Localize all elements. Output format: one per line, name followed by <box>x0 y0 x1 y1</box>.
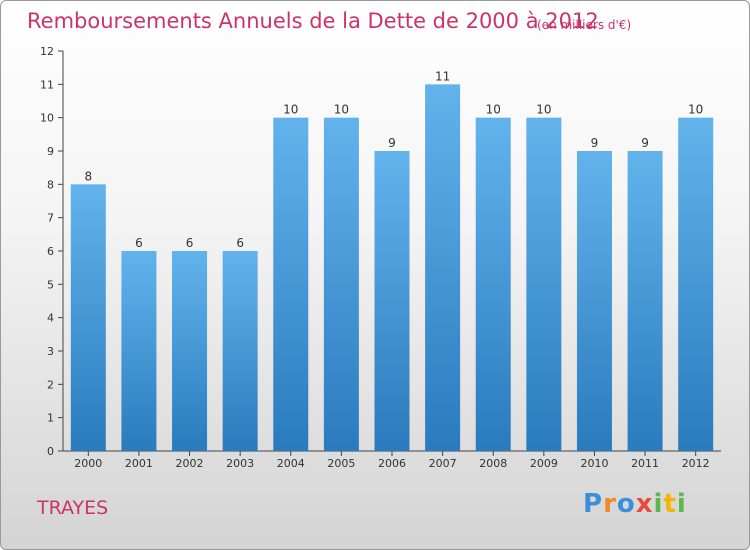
y-tick-label: 10 <box>40 112 54 125</box>
bar-2004 <box>273 117 309 452</box>
x-tick-label: 2002 <box>176 457 204 470</box>
x-tick-label: 2008 <box>479 457 507 470</box>
data-label-2000: 8 <box>84 169 92 183</box>
data-label-2002: 6 <box>186 236 194 250</box>
bar-2000 <box>70 184 106 452</box>
bar-2001 <box>121 251 157 451</box>
y-tick-label: 2 <box>47 378 54 391</box>
data-labels: 8 6 6 6 10 10 9 11 10 10 9 9 10 <box>84 69 703 250</box>
data-label-2007: 11 <box>435 69 450 83</box>
bar-2007 <box>425 84 461 451</box>
x-axis: 2000 2001 2002 2003 2004 2005 2006 2007 2008 2009… <box>63 450 721 470</box>
chart-unit: (en milliers d'€) <box>537 18 632 32</box>
x-tick-label: 2003 <box>226 457 254 470</box>
y-tick-label: 6 <box>47 245 54 258</box>
y-tick-label: 3 <box>47 345 54 358</box>
x-tick-label: 2007 <box>429 457 457 470</box>
data-label-2001: 6 <box>135 236 143 250</box>
y-tick-label: 4 <box>47 312 54 325</box>
bar-2005 <box>323 117 359 452</box>
data-label-2008: 10 <box>486 103 501 117</box>
data-label-2005: 10 <box>334 103 349 117</box>
bar-2003 <box>222 251 258 451</box>
proxiti-logo[interactable]: Proxiti <box>583 489 687 519</box>
y-tick-label: 1 <box>47 412 54 425</box>
data-label-2004: 10 <box>283 103 298 117</box>
x-tick-label: 2000 <box>74 457 102 470</box>
bar-2006 <box>374 151 410 451</box>
y-tick-label: 8 <box>47 178 54 191</box>
y-tick-label: 9 <box>47 145 54 158</box>
bar-2010 <box>576 151 612 451</box>
x-tick-label: 2009 <box>530 457 558 470</box>
data-label-2006: 9 <box>388 136 396 150</box>
y-tick-label: 11 <box>40 78 54 91</box>
data-label-2012: 10 <box>688 103 703 117</box>
data-label-2010: 9 <box>591 136 599 150</box>
bar-2011 <box>627 151 663 451</box>
x-tick-label: 2006 <box>378 457 406 470</box>
chart-title: Remboursements Annuels de la Dette de 20… <box>27 9 599 33</box>
bar-2002 <box>172 251 208 451</box>
x-tick-label: 2004 <box>277 457 305 470</box>
bar-2012 <box>678 117 714 452</box>
data-label-2009: 10 <box>536 103 551 117</box>
x-tick-label: 2010 <box>580 457 608 470</box>
bars <box>70 84 714 452</box>
data-label-2003: 6 <box>236 236 244 250</box>
y-tick-label: 12 <box>40 45 54 58</box>
x-tick-label: 2012 <box>682 457 710 470</box>
x-tick-label: 2001 <box>125 457 153 470</box>
y-tick-label: 0 <box>47 445 54 458</box>
x-tick-label: 2005 <box>327 457 355 470</box>
bar-2009 <box>526 117 562 452</box>
y-tick-label: 7 <box>47 212 54 225</box>
x-tick-label: 2011 <box>631 457 659 470</box>
y-tick-label: 5 <box>47 278 54 291</box>
data-label-2011: 9 <box>641 136 649 150</box>
place-name: TRAYES <box>37 497 109 519</box>
bar-2008 <box>475 117 511 452</box>
